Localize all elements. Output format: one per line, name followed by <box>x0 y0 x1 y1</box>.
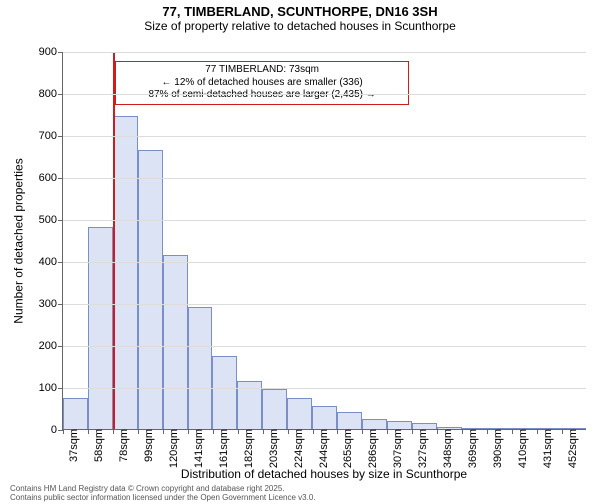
reference-marker-line <box>113 52 115 429</box>
xtick-label: 161sqm <box>216 429 230 468</box>
xtick-mark <box>263 429 264 434</box>
xtick-mark <box>537 429 538 434</box>
histogram-bar <box>188 307 213 429</box>
xtick-mark <box>512 429 513 434</box>
xtick-label: 244sqm <box>316 429 330 468</box>
histogram-bar <box>387 421 412 429</box>
chart-title: 77, TIMBERLAND, SCUNTHORPE, DN16 3SH <box>0 4 600 19</box>
xtick-mark <box>163 429 164 434</box>
xtick-label: 99sqm <box>141 429 155 462</box>
xtick-mark <box>387 429 388 434</box>
gridline <box>63 388 586 389</box>
histogram-bar <box>287 398 312 430</box>
xtick-mark <box>238 429 239 434</box>
gridline <box>63 304 586 305</box>
histogram-bar <box>113 116 138 429</box>
histogram-bar <box>63 398 88 430</box>
histogram-bar <box>312 406 337 429</box>
annotation-line-2: ← 12% of detached houses are smaller (33… <box>120 77 403 90</box>
xtick-label: 141sqm <box>191 429 205 468</box>
gridline <box>63 346 586 347</box>
gridline <box>63 136 586 137</box>
xtick-label: 120sqm <box>166 429 180 468</box>
ytick-label: 600 <box>39 172 63 184</box>
histogram-bar <box>88 227 113 429</box>
gridline <box>63 262 586 263</box>
xtick-mark <box>63 429 64 434</box>
histogram-bar <box>262 389 287 429</box>
xtick-label: 78sqm <box>116 429 130 462</box>
footer-attribution: Contains HM Land Registry data © Crown c… <box>10 484 316 502</box>
histogram-bar <box>337 412 362 429</box>
plot-area: 77 TIMBERLAND: 73sqm ← 12% of detached h… <box>62 52 586 430</box>
xtick-mark <box>213 429 214 434</box>
xtick-label: 369sqm <box>465 429 479 468</box>
bars-group <box>63 52 586 429</box>
xtick-label: 452sqm <box>565 429 579 468</box>
y-axis-label: Number of detached properties <box>12 52 26 430</box>
xtick-mark <box>437 429 438 434</box>
xtick-label: 182sqm <box>241 429 255 468</box>
gridline <box>63 178 586 179</box>
ytick-label: 500 <box>39 214 63 226</box>
xtick-label: 410sqm <box>515 429 529 468</box>
chart-subtitle: Size of property relative to detached ho… <box>0 19 600 33</box>
x-axis-label: Distribution of detached houses by size … <box>62 467 586 481</box>
xtick-mark <box>113 429 114 434</box>
xtick-mark <box>188 429 189 434</box>
ytick-label: 400 <box>39 256 63 268</box>
xtick-label: 37sqm <box>66 429 80 462</box>
xtick-mark <box>337 429 338 434</box>
xtick-mark <box>462 429 463 434</box>
xtick-label: 286sqm <box>365 429 379 468</box>
ytick-label: 100 <box>39 382 63 394</box>
gridline <box>63 94 586 95</box>
chart-container: 77, TIMBERLAND, SCUNTHORPE, DN16 3SH Siz… <box>0 4 600 504</box>
xtick-label: 390sqm <box>490 429 504 468</box>
xtick-label: 203sqm <box>266 429 280 468</box>
xtick-label: 327sqm <box>415 429 429 468</box>
footer-line-1: Contains HM Land Registry data © Crown c… <box>10 484 316 493</box>
histogram-bar <box>362 419 387 430</box>
ytick-label: 800 <box>39 88 63 100</box>
xtick-mark <box>362 429 363 434</box>
xtick-label: 348sqm <box>440 429 454 468</box>
xtick-mark <box>88 429 89 434</box>
xtick-mark <box>487 429 488 434</box>
annotation-line-1: 77 TIMBERLAND: 73sqm <box>120 64 403 77</box>
annotation-box: 77 TIMBERLAND: 73sqm ← 12% of detached h… <box>115 61 408 105</box>
histogram-bar <box>212 356 237 430</box>
xtick-mark <box>288 429 289 434</box>
histogram-bar <box>163 255 188 429</box>
xtick-label: 265sqm <box>340 429 354 468</box>
xtick-mark <box>412 429 413 434</box>
xtick-label: 431sqm <box>540 429 554 468</box>
xtick-mark <box>562 429 563 434</box>
ytick-label: 700 <box>39 130 63 142</box>
footer-line-2: Contains public sector information licen… <box>10 493 316 502</box>
gridline <box>63 52 586 53</box>
xtick-label: 307sqm <box>390 429 404 468</box>
ytick-label: 300 <box>39 298 63 310</box>
xtick-mark <box>138 429 139 434</box>
gridline <box>63 220 586 221</box>
ytick-label: 0 <box>51 424 63 436</box>
ytick-label: 200 <box>39 340 63 352</box>
xtick-label: 224sqm <box>291 429 305 468</box>
annotation-line-3: 87% of semi-detached houses are larger (… <box>120 89 403 102</box>
ytick-label: 900 <box>39 46 63 58</box>
xtick-mark <box>313 429 314 434</box>
xtick-label: 58sqm <box>91 429 105 462</box>
